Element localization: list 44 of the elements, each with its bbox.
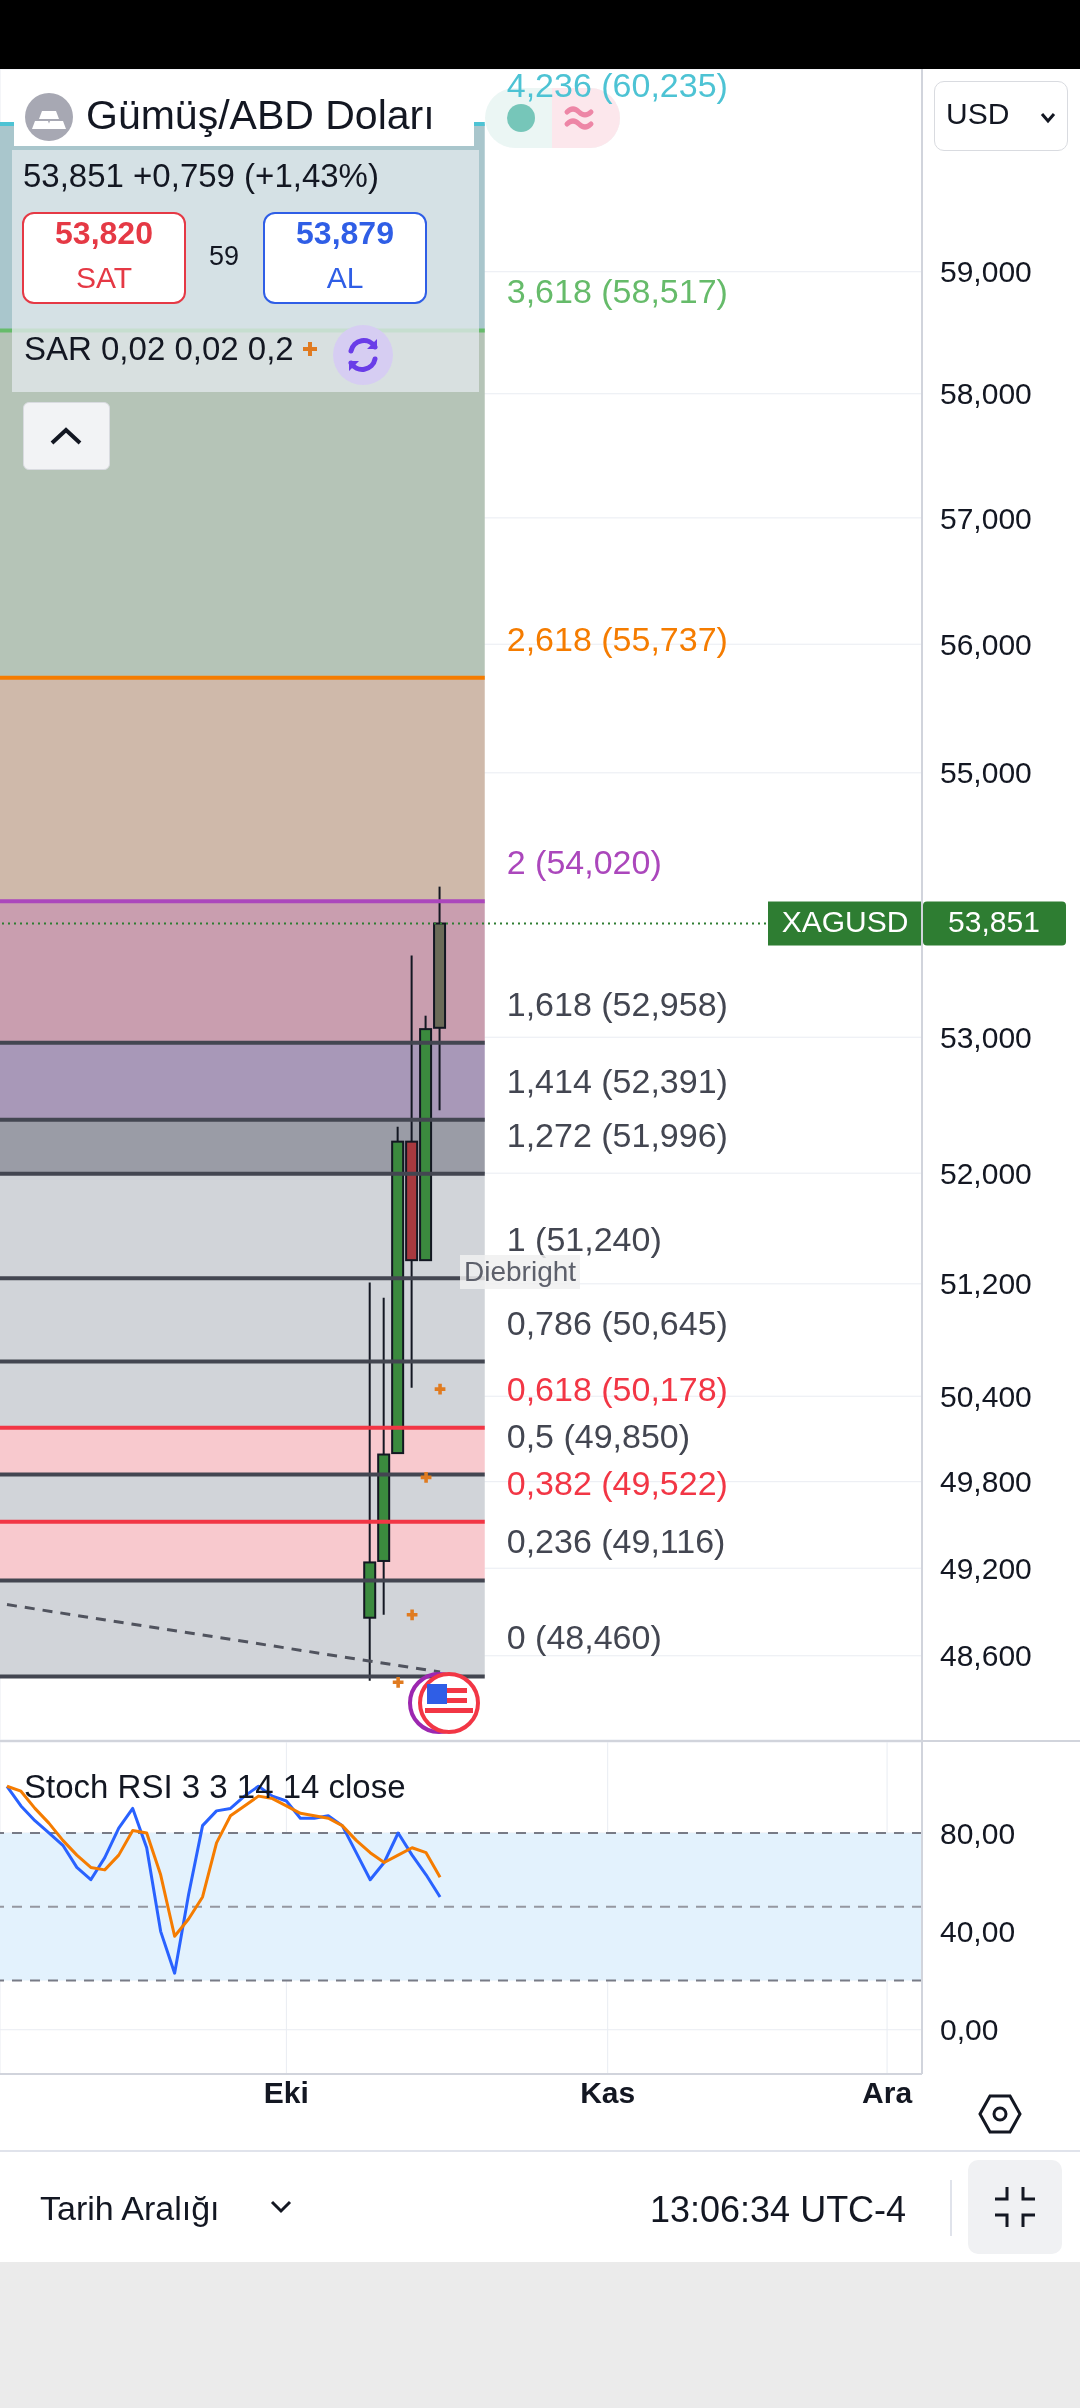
y-tick-label: 53,000 bbox=[940, 1020, 1032, 1054]
ref-line-label: 4,236 (60,235) bbox=[506, 65, 728, 104]
text: 13:06:34 UTC-4 bbox=[650, 2188, 907, 2232]
y-tick-label: 80,00 bbox=[940, 1816, 1016, 1850]
y-tick-label: 59,000 bbox=[940, 255, 1032, 289]
legend-label: SAR 0,02 0,02 0,2 bbox=[24, 330, 294, 368]
y-tick-label: 51,200 bbox=[940, 1267, 1032, 1301]
ref-line-label: 3,618 (58,517) bbox=[506, 272, 728, 311]
y-tick-label: 56,000 bbox=[940, 627, 1032, 661]
y-tick-label: 55,000 bbox=[940, 756, 1032, 790]
y-tick-label: 49,200 bbox=[940, 1551, 1032, 1585]
y-tick-label: 48,600 bbox=[940, 1639, 1032, 1673]
y-tick-label: 52,000 bbox=[940, 1156, 1032, 1190]
ref-line-label: 2 (54,020) bbox=[506, 843, 662, 882]
ref-line-label: 0,5 (49,850) bbox=[506, 1416, 691, 1455]
y-tick-label: 0,00 bbox=[940, 2013, 999, 2047]
text: Tarih Aralığı bbox=[40, 2188, 220, 2229]
y-tick-label: 40,00 bbox=[940, 1915, 1016, 1949]
y-tick-label: 49,800 bbox=[940, 1465, 1032, 1499]
ref-line-label: 1,272 (51,996) bbox=[506, 1115, 728, 1154]
ref-line-label: 1,618 (52,958) bbox=[506, 984, 728, 1023]
text: 53,851 bbox=[948, 905, 1040, 939]
y-tick-label: 50,400 bbox=[940, 1379, 1032, 1413]
ref-line-label: 1,414 (52,391) bbox=[506, 1061, 728, 1100]
y-tick-label: 57,000 bbox=[940, 501, 1032, 535]
text: USD bbox=[946, 96, 1010, 132]
ref-line-label: XAGUSD bbox=[781, 905, 909, 939]
annotation: 59 bbox=[207, 240, 240, 273]
x-tick-label: Kas bbox=[580, 2076, 636, 2110]
ref-line-label: 0,618 (50,178) bbox=[506, 1369, 728, 1408]
ref-line-label: 0 (48,460) bbox=[506, 1618, 662, 1657]
ref-line-label: 2,618 (55,737) bbox=[506, 619, 728, 658]
x-tick-label: Eki bbox=[263, 2076, 309, 2110]
ref-line-label: 0,382 (49,522) bbox=[506, 1463, 728, 1502]
ref-line-label: 0,236 (49,116) bbox=[506, 1522, 726, 1561]
annotation: SAT bbox=[74, 260, 134, 296]
x-tick-label: Ara bbox=[862, 2076, 913, 2110]
annotation: Diebright bbox=[460, 1255, 581, 1289]
text: 53,851 +0,759 (+1,43%) bbox=[23, 157, 379, 195]
annotation: AL bbox=[325, 260, 365, 296]
annotation: 53,820 bbox=[55, 215, 153, 251]
annotation: 53,879 bbox=[296, 215, 394, 251]
y-tick-label: 58,000 bbox=[940, 377, 1032, 411]
ref-line-label: 0,786 (50,645) bbox=[506, 1303, 728, 1342]
